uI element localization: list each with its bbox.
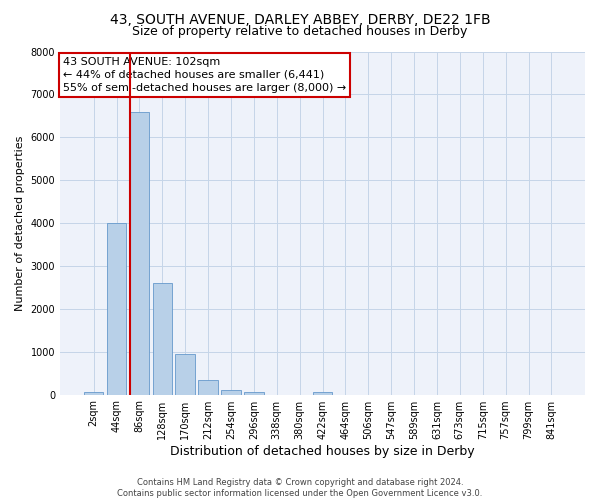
Text: Size of property relative to detached houses in Derby: Size of property relative to detached ho… — [133, 25, 467, 38]
Bar — [313, 392, 332, 394]
Text: 43 SOUTH AVENUE: 102sqm
← 44% of detached houses are smaller (6,441)
55% of semi: 43 SOUTH AVENUE: 102sqm ← 44% of detache… — [62, 56, 346, 93]
Text: Contains HM Land Registry data © Crown copyright and database right 2024.
Contai: Contains HM Land Registry data © Crown c… — [118, 478, 482, 498]
Bar — [199, 380, 218, 394]
Bar — [175, 354, 195, 395]
X-axis label: Distribution of detached houses by size in Derby: Distribution of detached houses by size … — [170, 444, 475, 458]
Bar — [84, 392, 103, 394]
Bar — [244, 392, 263, 394]
Bar — [130, 112, 149, 395]
Bar — [221, 390, 241, 394]
Bar — [107, 223, 126, 394]
Y-axis label: Number of detached properties: Number of detached properties — [15, 136, 25, 310]
Text: 43, SOUTH AVENUE, DARLEY ABBEY, DERBY, DE22 1FB: 43, SOUTH AVENUE, DARLEY ABBEY, DERBY, D… — [110, 12, 490, 26]
Bar — [152, 283, 172, 395]
